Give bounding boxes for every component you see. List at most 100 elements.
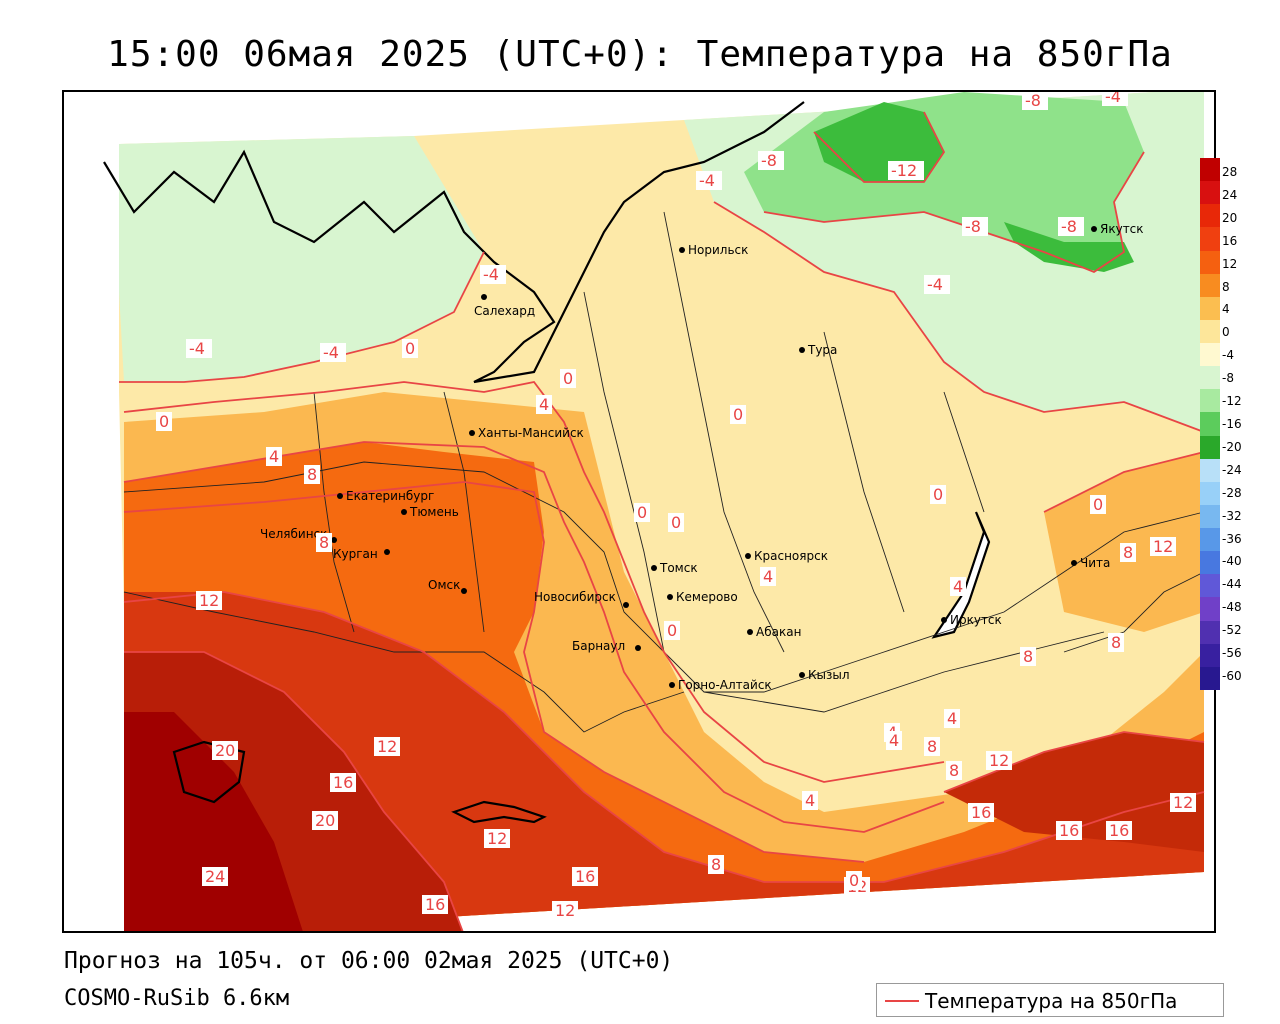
- border-line: [313, 391, 355, 633]
- border-line: [823, 331, 905, 613]
- colorbar-segment: [1200, 412, 1220, 437]
- isotherm-12: [123, 591, 1205, 883]
- isotherm-label: 16: [575, 867, 595, 886]
- colorbar-tick-label: -32: [1222, 508, 1242, 523]
- city-marker: [679, 247, 685, 253]
- city-label: Томск: [659, 561, 698, 575]
- baikal-lake: [931, 511, 991, 639]
- isotherm-label: 4: [763, 567, 773, 586]
- city-label: Салехард: [474, 304, 535, 318]
- map-panel[interactable]: Норильск Якутск Салехард Тура Ханты-Мансийск…: [62, 90, 1216, 933]
- isotherm-minus4-ne: [713, 201, 1205, 433]
- city-label: Омск: [428, 578, 460, 592]
- colorbar-segment: [1200, 597, 1220, 622]
- isotherm-label-bg: [304, 465, 320, 484]
- city-marker: [667, 594, 673, 600]
- isotherm-label-bg: [760, 567, 776, 586]
- isotherm-label: -4: [1105, 92, 1121, 106]
- isotherm-label-bg: [962, 217, 988, 236]
- isotherm-label-bg: [1020, 647, 1036, 666]
- isotherm-label-bg: [156, 412, 172, 431]
- isotherm-label: 12: [377, 737, 397, 756]
- isotherm-label: 8: [307, 465, 317, 484]
- colorbar-tick-label: 20: [1222, 210, 1238, 225]
- isotherm-16-east: [943, 731, 1205, 793]
- isotherm-label-bg: [320, 343, 346, 362]
- colorbar-tick-label: 4: [1222, 302, 1230, 317]
- isotherm-label: 12: [555, 901, 575, 920]
- colorbar-tick-label: -8: [1222, 371, 1234, 386]
- isotherm-label: 12: [199, 591, 219, 610]
- legend-line-sample: [885, 1000, 919, 1002]
- isotherm-label-bg: [422, 895, 448, 914]
- isotherm-label: 0: [849, 871, 859, 890]
- city-label: Барнаул: [572, 639, 625, 653]
- isotherm-label: -4: [323, 343, 339, 362]
- city-marker: [461, 588, 467, 594]
- city-marker: [745, 553, 751, 559]
- colorbar-segment: [1200, 181, 1220, 205]
- isotherm-label-bg: [968, 803, 994, 822]
- city-label: Норильск: [688, 243, 748, 257]
- isotherm-label-bg: [1090, 495, 1106, 514]
- isotherm-label: 0: [667, 621, 677, 640]
- border-line: [123, 591, 685, 733]
- isotherm-label-bg: [1058, 217, 1084, 236]
- isotherm-label-bg: [202, 867, 228, 886]
- isotherm-label-bg: [312, 811, 338, 830]
- model-name: COSMO-RuSib 6.6км: [64, 986, 290, 1011]
- city-label: Чита: [1080, 556, 1110, 570]
- colorbar-segment: [1200, 643, 1220, 668]
- isotherm-label-bg: [572, 867, 598, 886]
- city-marker: [635, 645, 641, 651]
- city-marker: [799, 347, 805, 353]
- isotherm-label-bg: [930, 485, 946, 504]
- isotherm-label: 4: [269, 447, 279, 466]
- colorbar-segment: [1200, 458, 1220, 483]
- city-marker: [1071, 560, 1077, 566]
- isotherm-label-bg: [1170, 793, 1196, 812]
- isotherm-label: -8: [1025, 92, 1041, 110]
- isotherm-label-bg: [1150, 537, 1176, 556]
- isotherm-label: -4: [189, 339, 205, 358]
- city-marker: [1091, 226, 1097, 232]
- isotherm-label: -8: [1061, 217, 1077, 236]
- isotherm-label-bg: [330, 773, 356, 792]
- colorbar-segment: [1200, 528, 1220, 552]
- temperature-map[interactable]: Норильск Якутск Салехард Тура Ханты-Мансийск…: [64, 92, 1216, 933]
- isotherm-label: -12: [891, 161, 917, 180]
- isotherm-label: 20: [315, 811, 335, 830]
- city-marker: [469, 430, 475, 436]
- isotherm-label: 0: [563, 369, 573, 388]
- isotherm-label-bg: [266, 447, 282, 466]
- colorbar-segment: [1200, 273, 1220, 298]
- isotherm-label: -8: [761, 151, 777, 170]
- isotherm-label-bg: [802, 791, 818, 810]
- field-minus4-northwest: [119, 136, 484, 382]
- city-label: Кемерово: [676, 590, 738, 604]
- colorbar-tick-label: -56: [1222, 646, 1242, 661]
- isotherm-0: [123, 381, 945, 783]
- colorbar-segment: [1200, 250, 1220, 275]
- isotherm-label: 4: [805, 791, 815, 810]
- city-marker: [401, 509, 407, 515]
- legend-label: Температура на 850гПа: [925, 989, 1178, 1013]
- isotherm-label: 12: [1153, 537, 1173, 556]
- colorbar-tick-label: 24: [1222, 187, 1238, 202]
- border-line: [663, 211, 785, 653]
- isotherm-label: 16: [425, 895, 445, 914]
- colorbar-segment: [1200, 666, 1220, 691]
- colorbar-tick-label: -44: [1222, 577, 1242, 592]
- isotherm-minus4-nw: [119, 251, 485, 383]
- city-label: Горно-Алтайск: [678, 678, 772, 692]
- isotherm-label: 0: [159, 412, 169, 431]
- colorbar-tick-label: -16: [1222, 417, 1242, 431]
- isotherm-label-bg: [1102, 92, 1128, 106]
- isotherm-label: 8: [711, 855, 721, 874]
- colorbar-segment: [1200, 481, 1220, 506]
- colorbar-segment: [1200, 551, 1220, 575]
- isotherm-label-bg: [986, 751, 1012, 770]
- isotherm-label: 16: [1059, 821, 1079, 840]
- colorbar-segment: [1200, 319, 1220, 344]
- isotherm-label: 0: [637, 503, 647, 522]
